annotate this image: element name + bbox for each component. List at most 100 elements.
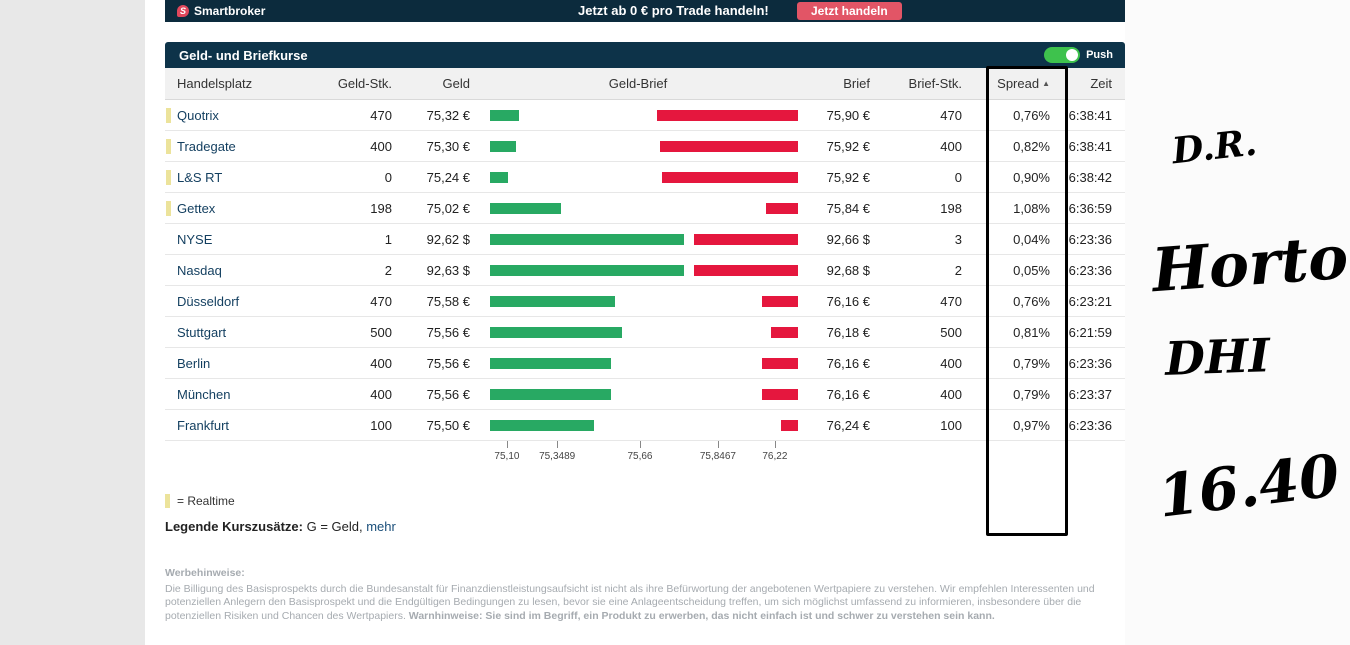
bid-ask-bar-track bbox=[490, 326, 798, 338]
smartbroker-logo[interactable]: S Smartbroker bbox=[165, 4, 265, 18]
brief-stk-value: 470 bbox=[940, 293, 962, 309]
ask-bar bbox=[781, 419, 798, 431]
zeit-value: 6:23:37 bbox=[1068, 386, 1112, 402]
venue-link[interactable]: NYSE bbox=[177, 231, 213, 247]
mehr-link[interactable]: mehr bbox=[366, 519, 396, 534]
brand-name: Smartbroker bbox=[194, 4, 266, 18]
table-row: Düsseldorf 470 75,58 € 76,16 € 470 0,76%… bbox=[165, 286, 1125, 317]
realtime-marker bbox=[166, 139, 171, 154]
column-header-handelsplatz[interactable]: Handelsplatz bbox=[177, 76, 253, 91]
bid-bar bbox=[490, 357, 612, 369]
spread-value: 1,08% bbox=[1013, 200, 1050, 216]
axis-tick-label: 75,10 bbox=[494, 451, 520, 462]
bid-ask-bar-track bbox=[490, 233, 798, 245]
push-toggle[interactable] bbox=[1044, 47, 1081, 63]
table-row: Tradegate 400 75,30 € 75,92 € 400 0,82% … bbox=[165, 131, 1125, 162]
axis-tick bbox=[506, 441, 508, 448]
table-body: Quotrix 470 75,32 € 75,90 € 470 0,76% 6:… bbox=[165, 100, 1125, 441]
geld-stk-value: 1 bbox=[384, 231, 392, 247]
promo-topbar: S Smartbroker Jetzt ab 0 € pro Trade han… bbox=[165, 0, 1125, 22]
geld-value: 75,56 € bbox=[426, 355, 470, 371]
spread-value: 0,79% bbox=[1013, 386, 1050, 402]
spread-value: 0,04% bbox=[1013, 231, 1050, 247]
spread-value: 0,76% bbox=[1013, 293, 1050, 309]
brief-value: 76,16 € bbox=[826, 355, 870, 371]
column-header-brief[interactable]: Brief bbox=[843, 76, 870, 91]
geld-value: 92,62 $ bbox=[426, 231, 470, 247]
axis-tick bbox=[557, 441, 559, 448]
brief-stk-value: 400 bbox=[940, 386, 962, 402]
column-header-spread[interactable]: Spread ▲ bbox=[962, 76, 1050, 91]
brief-value: 75,90 € bbox=[826, 107, 870, 123]
bid-ask-bar-track bbox=[490, 171, 798, 183]
disclaimer-body: Die Billigung des Basisprospekts durch d… bbox=[165, 582, 1095, 622]
kurszusaetze-legend: Legende Kurszusätze: G = Geld, mehr bbox=[165, 519, 396, 534]
brief-value: 75,92 € bbox=[826, 169, 870, 185]
panel-header: Geld- und Briefkurse Push bbox=[165, 42, 1125, 68]
venue-link[interactable]: Tradegate bbox=[177, 138, 236, 154]
brief-stk-value: 500 bbox=[940, 324, 962, 340]
geld-stk-value: 400 bbox=[370, 355, 392, 371]
disclaimer-text: Die Billigung des Basisprospekts durch d… bbox=[165, 583, 1105, 624]
brief-stk-value: 198 bbox=[940, 200, 962, 216]
realtime-marker bbox=[166, 108, 171, 123]
geld-value: 75,24 € bbox=[426, 169, 470, 185]
geld-stk-value: 198 bbox=[370, 200, 392, 216]
spread-value: 0,76% bbox=[1013, 107, 1050, 123]
column-header-geld[interactable]: Geld bbox=[442, 76, 470, 91]
venue-link[interactable]: Quotrix bbox=[177, 107, 219, 123]
geld-value: 75,58 € bbox=[426, 293, 470, 309]
disclaimer-warning: Warnhinweise: Sie sind im Begriff, ein P… bbox=[408, 609, 995, 622]
ask-bar bbox=[761, 357, 798, 369]
bid-ask-bar-track bbox=[490, 109, 798, 121]
spread-value: 0,90% bbox=[1013, 169, 1050, 185]
venue-link[interactable]: Nasdaq bbox=[177, 262, 222, 278]
column-header-geld-brief[interactable]: Geld-Brief bbox=[608, 76, 668, 91]
bid-bar bbox=[490, 171, 508, 183]
table-row: NYSE 1 92,62 $ 92,66 $ 3 0,04% 6:23:36 bbox=[165, 224, 1125, 255]
smartbroker-logo-icon: S bbox=[177, 5, 189, 17]
zeit-value: 6:23:36 bbox=[1068, 262, 1112, 278]
venue-link[interactable]: Frankfurt bbox=[177, 417, 230, 433]
brief-value: 75,92 € bbox=[826, 138, 870, 154]
venue-link[interactable]: München bbox=[177, 386, 231, 402]
venue-link[interactable]: Berlin bbox=[177, 355, 211, 371]
ask-bar bbox=[761, 295, 798, 307]
column-header-geld-stk[interactable]: Geld-Stk. bbox=[337, 76, 392, 91]
table-row: München 400 75,56 € 76,16 € 400 0,79% 6:… bbox=[165, 379, 1125, 410]
spread-header-label: Spread bbox=[997, 76, 1040, 91]
bid-ask-bar-track bbox=[490, 388, 798, 400]
geld-stk-value: 470 bbox=[370, 293, 392, 309]
venue-link[interactable]: L&S RT bbox=[177, 169, 223, 185]
column-header-brief-stk[interactable]: Brief-Stk. bbox=[908, 76, 962, 91]
table-row: Stuttgart 500 75,56 € 76,18 € 500 0,81% … bbox=[165, 317, 1125, 348]
ask-bar bbox=[660, 140, 798, 152]
ask-bar bbox=[693, 233, 798, 245]
geld-value: 75,02 € bbox=[426, 200, 470, 216]
push-toggle-group: Push bbox=[1044, 47, 1125, 63]
venue-link[interactable]: Gettex bbox=[177, 200, 216, 216]
bid-bar bbox=[490, 264, 685, 276]
table-row: Gettex 198 75,02 € 75,84 € 198 1,08% 6:3… bbox=[165, 193, 1125, 224]
table-row: Berlin 400 75,56 € 76,16 € 400 0,79% 6:2… bbox=[165, 348, 1125, 379]
ask-bar bbox=[661, 171, 798, 183]
column-header-zeit[interactable]: Zeit bbox=[1090, 76, 1112, 91]
zeit-value: 6:23:36 bbox=[1068, 231, 1112, 247]
brief-stk-value: 3 bbox=[954, 231, 962, 247]
venue-link[interactable]: Stuttgart bbox=[177, 324, 227, 340]
realtime-marker bbox=[166, 201, 171, 216]
spread-value: 0,79% bbox=[1013, 355, 1050, 371]
ask-bar bbox=[761, 388, 798, 400]
geld-value: 92,63 $ bbox=[426, 262, 470, 278]
bid-bar bbox=[490, 419, 595, 431]
axis-tick-label: 75,8467 bbox=[699, 451, 736, 462]
brief-stk-value: 0 bbox=[954, 169, 962, 185]
jetzt-handeln-button[interactable]: Jetzt handeln bbox=[797, 2, 902, 20]
geld-stk-value: 470 bbox=[370, 107, 392, 123]
geld-value: 75,30 € bbox=[426, 138, 470, 154]
geld-value: 75,50 € bbox=[426, 417, 470, 433]
geld-value: 75,56 € bbox=[426, 324, 470, 340]
spread-value: 0,81% bbox=[1013, 324, 1050, 340]
geld-stk-value: 500 bbox=[370, 324, 392, 340]
venue-link[interactable]: Düsseldorf bbox=[177, 293, 240, 309]
